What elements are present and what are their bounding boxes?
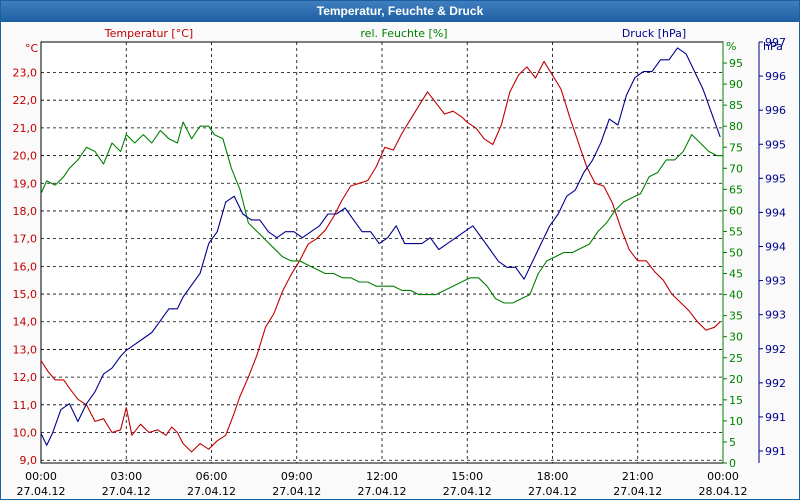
temperature-tick-label: 23,0 (13, 66, 38, 79)
humidity-tick-label: 60 (729, 204, 743, 217)
x-tick-time: 21:00 (622, 470, 654, 483)
humidity-tick-label: 50 (729, 247, 743, 260)
humidity-tick-label: 30 (729, 331, 743, 344)
pressure-tick-label: 993 (765, 275, 786, 288)
pressure-tick-label: 995 (765, 172, 786, 185)
humidity-tick-label: 20 (729, 373, 743, 386)
humidity-tick-label: 90 (729, 78, 743, 91)
x-tick-date: 27.04.12 (17, 485, 66, 498)
x-tick-date: 27.04.12 (358, 485, 407, 498)
legend-humidity: rel. Feuchte [%] (360, 27, 447, 40)
pressure-tick-label: 996 (765, 70, 786, 83)
pressure-tick-label: 991 (765, 411, 786, 424)
humidity-tick-label: 0 (729, 457, 736, 470)
humidity-unit-label: % (726, 40, 736, 53)
x-tick-time: 09:00 (281, 470, 313, 483)
humidity-tick-label: 35 (729, 310, 743, 323)
temperature-tick-label: 14,0 (13, 316, 38, 329)
pressure-tick-label: 994 (765, 206, 786, 219)
x-tick-time: 15:00 (451, 470, 483, 483)
series-line-temperature (40, 60, 721, 453)
pressure-tick-label: 991 (765, 445, 786, 458)
x-tick-date: 27.04.12 (613, 485, 662, 498)
pressure-tick-label: 994 (765, 241, 786, 254)
x-tick-time: 00:00 (707, 470, 739, 483)
pressure-unit-label: hPa (763, 40, 783, 53)
legend-temperature: Temperatur [°C] (104, 27, 193, 40)
humidity-tick-label: 65 (729, 183, 743, 196)
humidity-tick-label: 70 (729, 162, 743, 175)
x-tick-date: 27.04.12 (187, 485, 236, 498)
humidity-tick-label: 85 (729, 99, 743, 112)
chart-title: Temperatur, Feuchte & Druck (1, 1, 799, 22)
humidity-tick-label: 25 (729, 352, 743, 365)
series-line-humidity (40, 121, 723, 304)
pressure-tick-label: 992 (765, 343, 786, 356)
legend-pressure: Druck [hPa] (622, 27, 686, 40)
temperature-tick-label: 21,0 (13, 122, 38, 135)
temperature-tick-label: 11,0 (13, 399, 38, 412)
x-tick-date: 28.04.12 (699, 485, 748, 498)
temperature-tick-label: 9,0 (20, 454, 38, 467)
x-tick-date: 27.04.12 (272, 485, 321, 498)
x-tick-date: 27.04.12 (528, 485, 577, 498)
humidity-tick-label: 10 (729, 415, 743, 428)
x-tick-time: 03:00 (110, 470, 142, 483)
temperature-tick-label: 15,0 (13, 288, 38, 301)
humidity-tick-label: 45 (729, 268, 743, 281)
humidity-tick-label: 55 (729, 225, 743, 238)
x-tick-time: 18:00 (537, 470, 569, 483)
humidity-tick-label: 75 (729, 141, 743, 154)
pressure-tick-label: 996 (765, 104, 786, 117)
temperature-tick-label: 19,0 (13, 177, 38, 190)
pressure-tick-label: 993 (765, 309, 786, 322)
temperature-tick-label: 18,0 (13, 205, 38, 218)
humidity-tick-label: 95 (729, 57, 743, 70)
temperature-tick-label: 13,0 (13, 343, 38, 356)
humidity-tick-label: 40 (729, 289, 743, 302)
humidity-tick-label: 80 (729, 120, 743, 133)
temperature-unit-label: °C (25, 42, 39, 55)
x-tick-time: 06:00 (196, 470, 228, 483)
humidity-tick-label: 5 (729, 436, 736, 449)
x-tick-time: 00:00 (25, 470, 57, 483)
temperature-tick-label: 20,0 (13, 150, 38, 163)
x-tick-time: 12:00 (366, 470, 398, 483)
pressure-tick-label: 992 (765, 377, 786, 390)
temperature-tick-label: 16,0 (13, 260, 38, 273)
humidity-tick-label: 15 (729, 394, 743, 407)
x-tick-date: 27.04.12 (102, 485, 151, 498)
temperature-tick-label: 10,0 (13, 427, 38, 440)
pressure-tick-label: 997 (765, 36, 786, 49)
series-line-pressure (40, 47, 721, 446)
temperature-tick-label: 12,0 (13, 371, 38, 384)
temperature-tick-label: 17,0 (13, 233, 38, 246)
pressure-tick-label: 995 (765, 138, 786, 151)
x-tick-date: 27.04.12 (443, 485, 492, 498)
temperature-tick-label: 22,0 (13, 94, 38, 107)
